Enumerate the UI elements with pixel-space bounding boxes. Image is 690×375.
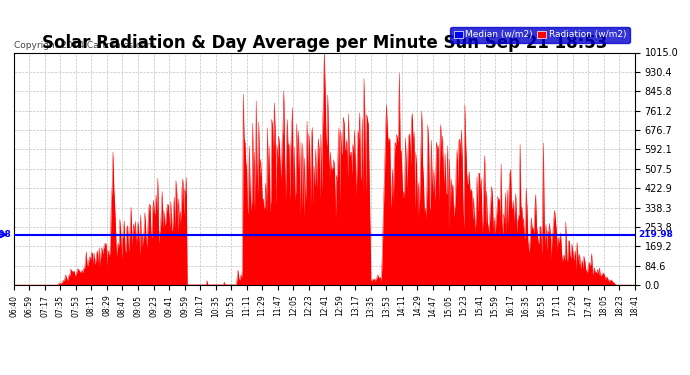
Title: Solar Radiation & Day Average per Minute Sun Sep 21 18:53: Solar Radiation & Day Average per Minute… [41, 34, 607, 53]
Text: 219.98: 219.98 [638, 230, 673, 239]
Legend: Median (w/m2), Radiation (w/m2): Median (w/m2), Radiation (w/m2) [450, 27, 630, 43]
Text: 219.98: 219.98 [0, 230, 11, 239]
Text: Copyright 2014 Cartronics.com: Copyright 2014 Cartronics.com [14, 41, 155, 50]
